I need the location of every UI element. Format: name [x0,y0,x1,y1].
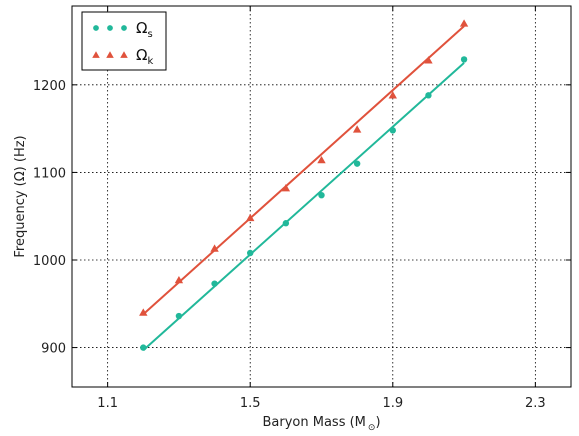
legend-subscript-k: k [147,56,153,67]
legend-marker [93,25,99,31]
y-tick-label: 1000 [33,254,66,269]
legend-marker [107,25,113,31]
legend-label-omega-k: Ωk [136,46,153,67]
data-point-omega-s [318,191,325,199]
data-point-omega-k [388,91,397,99]
legend-marker [106,51,114,58]
data-point-omega-s [353,160,361,167]
y-tick-label: 1200 [33,79,66,94]
data-point-omega-k [246,213,255,222]
data-point-omega-k [459,19,469,27]
data-point-omega-s [140,344,147,351]
ticks: 1.1 1.5 1.9 2.3 900 1000 1100 1200 [33,6,571,411]
legend: Ωs Ωk [81,11,167,71]
x-axis-label-subscript: ⊙ [368,423,376,433]
legend-symbol-s: Ω [136,19,147,37]
x-tick-label: 1.5 [240,396,261,411]
data-points [139,19,469,351]
legend-marker [120,51,128,58]
legend-marker [92,51,100,58]
data-point-omega-s [460,56,468,63]
legend-label-omega-s: Ωs [136,19,153,40]
y-tick-label: 900 [41,342,66,357]
grid [72,6,571,387]
fit-line-omega-k [142,25,465,316]
data-point-omega-k [139,308,148,316]
x-axis-label-main: Baryon Mass (M [262,415,365,430]
fit-line-omega-s [142,62,465,351]
y-tick-label: 1100 [33,166,66,181]
fit-lines [142,25,465,351]
data-point-omega-s [425,92,432,99]
data-point-omega-s [175,312,183,320]
y-axis-label: Frequency (Ω) (Hz) [13,135,28,257]
x-tick-label: 1.1 [97,396,118,411]
data-point-omega-k [352,125,362,133]
plot-frame [71,5,572,388]
x-axis-label-close: ) [375,415,380,430]
legend-markers-omega-k [92,51,128,58]
legend-marker [121,25,127,31]
x-axis-label: Baryon Mass (M ⊙) [262,415,380,433]
legend-symbol-k: Ω [136,46,147,64]
data-point-omega-s [282,220,290,227]
data-point-omega-s [389,127,396,134]
data-point-omega-k [174,275,184,284]
data-point-omega-s [211,280,218,287]
data-point-omega-s [247,249,254,257]
data-point-omega-k [424,56,433,64]
data-point-omega-k [210,244,219,252]
data-point-omega-k [281,183,291,192]
x-tick-label: 1.9 [382,396,403,411]
legend-markers-omega-s [93,25,127,31]
legend-subscript-s: s [147,29,152,40]
data-point-omega-k [317,155,326,164]
legend-box [81,11,167,71]
x-tick-label: 2.3 [525,396,546,411]
